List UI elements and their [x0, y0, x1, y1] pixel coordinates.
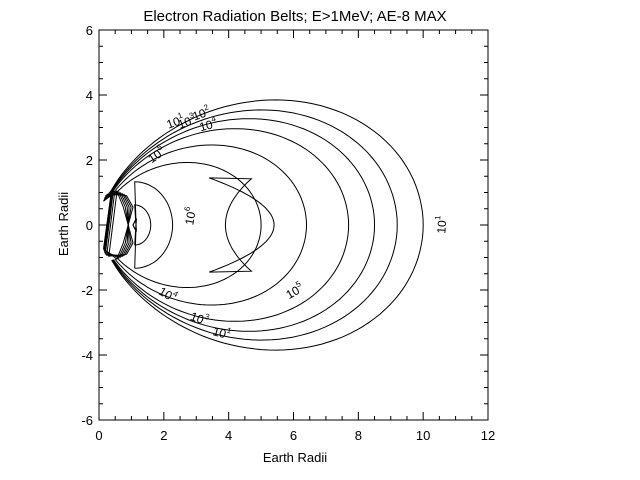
y-tick-label: 4: [86, 88, 93, 103]
x-tick-label: 0: [95, 428, 102, 443]
contour-lines: [102, 99, 424, 351]
y-tick-label: -6: [81, 413, 93, 428]
contour-label: 106: [180, 205, 199, 226]
contour-level-10e2: [103, 109, 398, 341]
x-tick-label: 12: [481, 428, 495, 443]
contour-label: 101: [432, 215, 449, 234]
x-tick-label: 4: [225, 428, 232, 443]
contour-label: 102: [190, 102, 213, 123]
y-tick-label: 2: [86, 153, 93, 168]
contour-label: 105: [144, 142, 168, 166]
inner-belt-outer-contour: [132, 181, 174, 269]
x-tick-label: 2: [160, 428, 167, 443]
chart-title: Electron Radiation Belts; E>1MeV; AE-8 M…: [143, 8, 446, 25]
y-tick-label: -2: [81, 283, 93, 298]
contour-level-10e5: [106, 144, 308, 306]
contour-label: 103: [175, 110, 198, 131]
contour-label: 101: [211, 322, 233, 342]
x-tick-label: 8: [355, 428, 362, 443]
plot-frame: [98, 29, 489, 421]
axis-tick-labels: 0 2 4 6 8 10 12 -6 -4 -2 0 2 4 6: [81, 23, 495, 443]
contour-level-10e3: [104, 118, 376, 332]
contour-label: 104: [156, 282, 180, 305]
x-tick-label: 6: [290, 428, 297, 443]
y-tick-label: 0: [86, 218, 93, 233]
x-axis-label: Earth Radii: [263, 450, 327, 465]
contour-label: 103: [188, 307, 211, 328]
contour-level-10e1: [102, 99, 424, 351]
y-tick-label: 6: [86, 23, 93, 38]
contour-level-10e6: [108, 162, 262, 288]
x-tick-label: 10: [416, 428, 430, 443]
peak-crescent-contour: [209, 177, 275, 273]
contour-label: 105: [283, 279, 307, 302]
y-axis-label: Earth Radii: [56, 192, 71, 256]
contour-label: 104: [197, 114, 219, 134]
inner-belt-inner-contour: [132, 204, 152, 246]
y-tick-label: -4: [81, 348, 93, 363]
axis-ticks: [98, 29, 489, 421]
contour-level-10e4: [104, 128, 350, 322]
contour-label: 101: [164, 110, 187, 131]
